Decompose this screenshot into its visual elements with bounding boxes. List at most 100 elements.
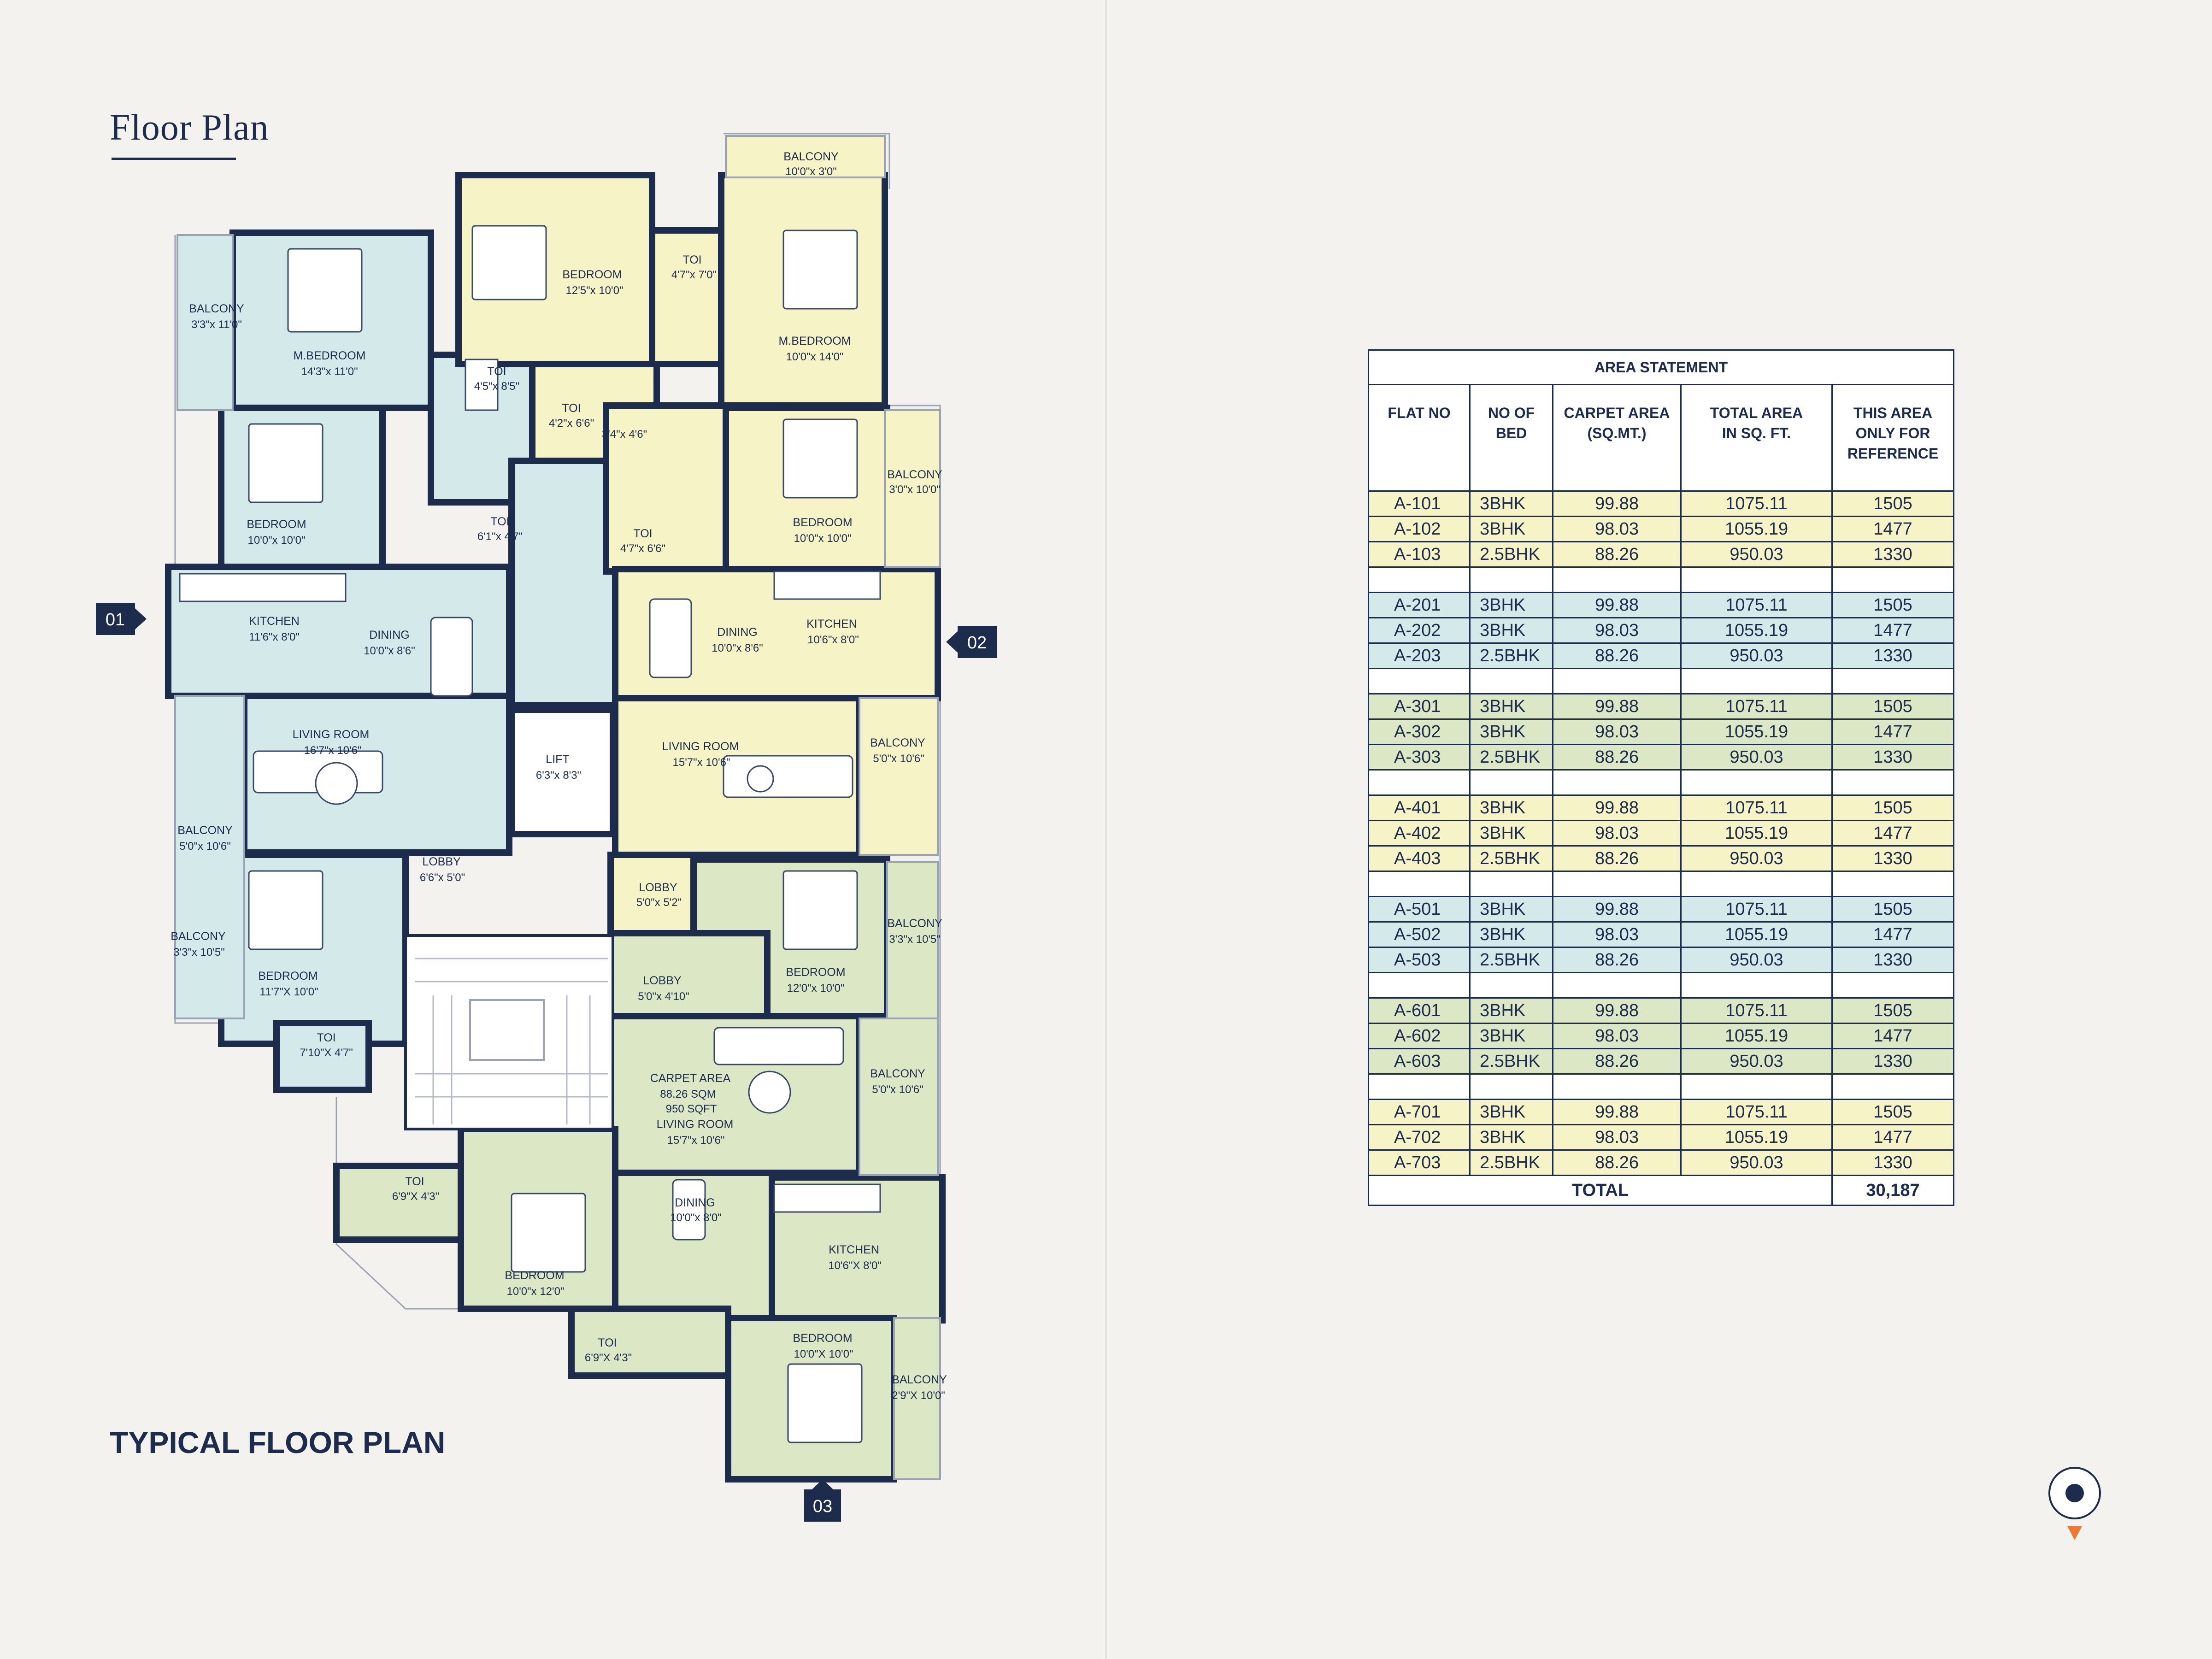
cell-total: 1055.19 (1680, 516, 1833, 542)
area-statement-table: AREA STATEMENT FLAT NO NO OF BED CARPET A… (1367, 349, 1955, 1206)
spacer-cell (1469, 972, 1553, 999)
room-name: LIVING ROOM (662, 740, 739, 753)
room-name: TOI (405, 1175, 424, 1188)
spacer-cell (1368, 972, 1471, 999)
spacer-cell (1680, 769, 1833, 796)
spacer-cell (1680, 871, 1833, 897)
spacer-cell (1831, 1073, 1955, 1100)
room-name: BALCONY (171, 930, 226, 943)
room-name: KITCHEN (249, 615, 300, 628)
table-row: A-401 3BHK 99.88 1075.11 1505 (1368, 794, 1955, 821)
room-name: TOI (317, 1031, 335, 1044)
room-dimension: 4'7"x 6'6" (620, 542, 665, 555)
room-name: BEDROOM (793, 1332, 852, 1345)
table-row: A-701 3BHK 99.88 1075.11 1505 (1368, 1099, 1955, 1125)
room-name: BALCONY (892, 1373, 947, 1386)
room-dimension: 7'10"X 4'7" (300, 1047, 353, 1059)
header-carpet-area: CARPET AREA (SQ.MT.) (1552, 384, 1682, 492)
table-row: A-601 3BHK 99.88 1075.11 1505 (1368, 997, 1955, 1024)
spacer-cell (1680, 566, 1833, 593)
spacer-cell (1368, 769, 1471, 796)
cell-flat: A-301 (1368, 693, 1471, 720)
flat-01-balconies (174, 234, 245, 1019)
cell-reference: 1477 (1831, 921, 1955, 948)
cell-bed: 2.5BHK (1469, 642, 1553, 669)
cell-carpet: 88.26 (1552, 947, 1682, 973)
room-name: BEDROOM (505, 1269, 564, 1282)
cell-total: 1055.19 (1680, 921, 1833, 948)
room-dimension: 15'7"x 10'6" (667, 1134, 725, 1147)
spacer-row (1368, 1073, 1955, 1100)
spacer-row (1368, 769, 1955, 796)
room-dimension: 6'6"x 5'0" (420, 871, 465, 884)
cell-total: 1055.19 (1680, 1023, 1833, 1049)
spacer-row (1368, 972, 1955, 999)
room-dimension: 6'1"x 4'7" (477, 530, 523, 543)
spacer-cell (1469, 668, 1553, 694)
cell-flat: A-201 (1368, 592, 1471, 618)
room-dimension: 6'9"X 4'3" (392, 1190, 439, 1203)
room-name: LOBBY (643, 974, 682, 987)
cell-carpet: 88.26 (1552, 642, 1682, 669)
spacer-cell (1552, 972, 1682, 999)
cell-bed: 3BHK (1469, 592, 1553, 618)
cell-flat: A-403 (1368, 845, 1471, 872)
table-row: A-602 3BHK 98.03 1055.19 1477 (1368, 1023, 1955, 1049)
cell-flat: A-502 (1368, 921, 1471, 948)
cell-reference: 1477 (1831, 617, 1955, 644)
cell-total: 1055.19 (1680, 718, 1833, 745)
spacer-cell (1368, 566, 1471, 593)
room-name: DINING (717, 626, 758, 639)
cell-bed: 2.5BHK (1469, 541, 1553, 568)
room-dimension: 10'0"x 12'0" (507, 1285, 565, 1298)
spacer-cell (1680, 1073, 1833, 1100)
room-dimension: 10'0"x 3'0" (785, 165, 837, 178)
cell-reference: 1505 (1831, 693, 1955, 720)
room-dimension: 88.26 SQM (660, 1088, 716, 1100)
room-name: KITCHEN (829, 1243, 879, 1256)
cell-carpet: 88.26 (1552, 1149, 1682, 1176)
spacer-cell (1831, 871, 1955, 897)
cell-carpet: 88.26 (1552, 744, 1682, 771)
room-name: BALCONY (887, 468, 942, 481)
spacer-cell (1469, 1073, 1553, 1100)
cell-carpet: 99.88 (1552, 490, 1682, 517)
cell-bed: 3BHK (1469, 516, 1553, 542)
cell-reference: 1505 (1831, 490, 1955, 517)
room-name: BALCONY (887, 917, 942, 930)
cell-bed: 3BHK (1469, 490, 1553, 517)
spacer-row (1368, 871, 1955, 897)
room-name: BEDROOM (786, 966, 845, 979)
spacer-row (1368, 668, 1955, 694)
room-name: LIVING ROOM (657, 1118, 734, 1131)
cell-bed: 3BHK (1469, 617, 1553, 644)
room-dimension: 5'0"x 4'10" (638, 990, 689, 1003)
room-name: KITCHEN (806, 618, 857, 630)
cell-reference: 1330 (1831, 642, 1955, 669)
cell-reference: 1477 (1831, 820, 1955, 847)
cell-reference: 1505 (1831, 794, 1955, 821)
cell-flat: A-303 (1368, 744, 1471, 771)
table-row: A-101 3BHK 99.88 1075.11 1505 (1368, 490, 1955, 517)
cell-flat: A-402 (1368, 820, 1471, 847)
room-dimension: 10'6"X 8'0" (828, 1259, 882, 1272)
room-name: BEDROOM (258, 970, 318, 982)
cell-bed: 3BHK (1469, 1099, 1553, 1125)
cell-carpet: 99.88 (1552, 997, 1682, 1024)
cell-carpet: 98.03 (1552, 921, 1682, 948)
room-dimension: 3'0"x 10'0" (889, 483, 941, 496)
cell-reference: 1505 (1831, 592, 1955, 618)
spacer-row (1368, 566, 1955, 593)
spacer-cell (1552, 1073, 1682, 1100)
cell-flat: A-601 (1368, 997, 1471, 1024)
cell-reference: 1330 (1831, 541, 1955, 568)
cell-carpet: 88.26 (1552, 1048, 1682, 1075)
cell-bed: 3BHK (1469, 1124, 1553, 1151)
location-pin-icon (2048, 1467, 2101, 1540)
room-dimension: 3'4"x 4'6" (602, 428, 647, 441)
spacer-cell (1552, 769, 1682, 796)
spacer-cell (1469, 871, 1553, 897)
room-name: LOBBY (422, 855, 461, 868)
table-row: A-502 3BHK 98.03 1055.19 1477 (1368, 921, 1955, 948)
table-row: A-402 3BHK 98.03 1055.19 1477 (1368, 820, 1955, 847)
